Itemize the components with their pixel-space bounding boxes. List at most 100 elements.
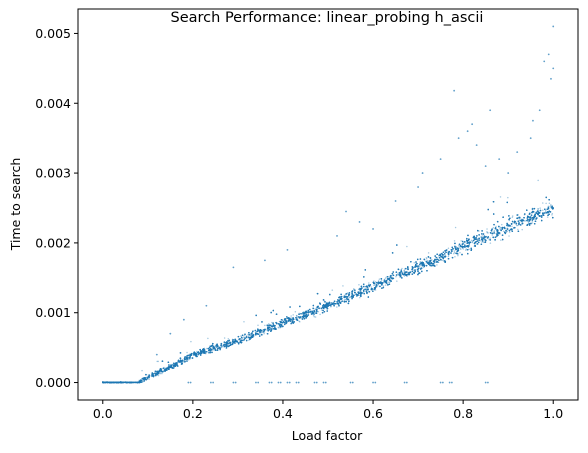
data-point [152, 374, 154, 377]
data-point [217, 345, 219, 348]
data-point [200, 350, 203, 352]
data-point [295, 315, 298, 317]
data-point [301, 315, 304, 318]
scatter-points [102, 25, 555, 384]
data-point [353, 288, 355, 290]
data-point [346, 293, 348, 295]
data-point [545, 212, 547, 214]
data-point [203, 347, 206, 350]
data-point [331, 289, 334, 291]
data-point [401, 272, 404, 274]
data-point [468, 248, 470, 250]
data-point [451, 248, 454, 251]
data-point [384, 280, 386, 283]
data-point [210, 345, 213, 347]
data-point [534, 218, 536, 220]
data-point [194, 353, 197, 355]
data-point [183, 361, 185, 363]
data-point [139, 380, 142, 383]
data-point [358, 292, 360, 295]
data-point [283, 318, 286, 321]
data-point [347, 298, 350, 301]
data-point [506, 223, 509, 226]
data-point [236, 339, 238, 342]
data-point [395, 275, 397, 278]
data-point [227, 345, 229, 348]
data-point [116, 381, 119, 384]
data-point [234, 339, 237, 342]
data-point [147, 374, 150, 376]
data-point [441, 259, 443, 262]
data-point [226, 343, 229, 345]
data-point [325, 306, 328, 309]
data-point [488, 238, 490, 241]
data-point [380, 281, 383, 284]
data-point [497, 232, 500, 234]
data-point [440, 258, 442, 261]
data-point [323, 307, 326, 310]
data-point [143, 380, 145, 382]
data-point [215, 345, 218, 348]
data-point [261, 334, 264, 336]
data-point [357, 294, 360, 297]
data-point [175, 363, 177, 365]
data-point [328, 302, 331, 304]
data-point [113, 381, 116, 384]
data-point [531, 210, 534, 213]
data-point [263, 329, 266, 332]
data-point [186, 357, 188, 360]
data-point [491, 228, 493, 230]
data-point [434, 265, 436, 267]
data-point [454, 226, 457, 229]
data-point [288, 320, 290, 323]
data-point [495, 232, 497, 235]
data-point [324, 305, 327, 308]
data-point [521, 219, 523, 222]
data-point [506, 230, 508, 232]
data-point [533, 222, 536, 225]
data-point [280, 321, 283, 324]
data-point [457, 245, 460, 247]
data-point [181, 359, 184, 362]
data-point [212, 347, 215, 349]
data-point [195, 352, 197, 355]
data-point [287, 319, 290, 322]
data-point [270, 324, 273, 326]
data-point [481, 241, 483, 244]
data-point [454, 242, 456, 245]
data-point [390, 275, 393, 278]
data-point [240, 339, 242, 342]
data-point [411, 268, 413, 271]
data-point [189, 358, 191, 360]
data-point [268, 323, 271, 326]
data-point [255, 332, 258, 334]
data-point [239, 341, 242, 343]
data-point [193, 352, 196, 354]
data-point [459, 245, 462, 247]
data-point [165, 367, 168, 370]
data-point [322, 307, 325, 310]
data-point [470, 249, 472, 251]
data-point [302, 311, 305, 313]
data-point [535, 212, 538, 214]
data-point [347, 298, 350, 300]
data-point [518, 216, 520, 219]
data-point [216, 343, 218, 345]
data-point [480, 240, 482, 242]
data-point [390, 274, 392, 277]
data-point [373, 289, 376, 291]
data-point [436, 260, 438, 263]
data-point [530, 217, 533, 220]
data-point [410, 261, 412, 263]
data-point [268, 326, 270, 329]
data-point [252, 334, 255, 336]
data-point [545, 196, 547, 199]
data-point [528, 224, 531, 226]
data-point [396, 244, 398, 246]
data-point [260, 329, 263, 332]
data-point [140, 381, 143, 383]
data-point [518, 221, 521, 224]
data-point [481, 237, 483, 239]
data-point [414, 269, 416, 272]
data-point [532, 217, 535, 219]
